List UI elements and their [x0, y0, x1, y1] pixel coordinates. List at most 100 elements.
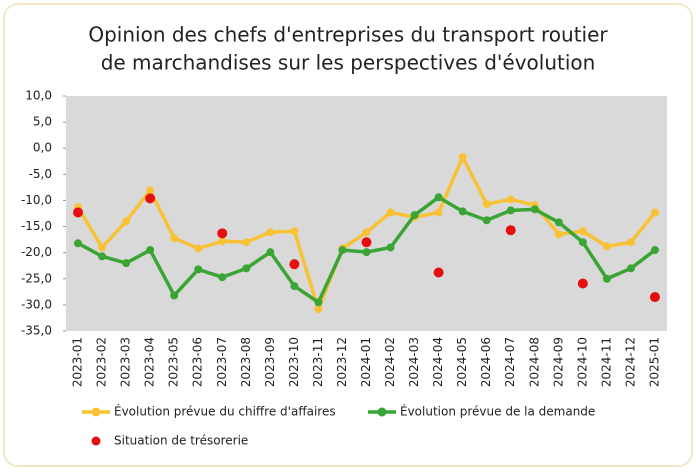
- x-tick-label: 2024-08: [527, 337, 541, 387]
- data-point: [578, 227, 587, 236]
- y-tick-label: -25,0: [21, 271, 52, 285]
- x-tick-label: 2023-05: [167, 337, 181, 387]
- data-point: [650, 208, 659, 217]
- data-point: [98, 252, 107, 261]
- y-tick-label: -5,0: [29, 167, 52, 181]
- data-point: [266, 228, 275, 237]
- x-tick-label: 2024-07: [503, 337, 517, 387]
- data-point: [505, 225, 516, 236]
- data-point: [482, 216, 491, 225]
- data-point: [362, 228, 371, 237]
- legend-swatch: [91, 407, 101, 417]
- x-tick-label: 2023-04: [143, 337, 157, 387]
- plot-area: [66, 96, 667, 331]
- x-tick-label: 2023-01: [71, 337, 85, 387]
- x-tick-label: 2024-10: [575, 337, 589, 387]
- data-point: [242, 264, 251, 273]
- data-point: [530, 205, 539, 214]
- data-point: [410, 211, 419, 220]
- data-point: [554, 218, 563, 227]
- y-tick-label: -15,0: [21, 219, 52, 233]
- x-tick-label: 2023-09: [263, 337, 277, 387]
- data-point: [362, 248, 371, 257]
- data-point: [626, 238, 635, 247]
- data-point: [458, 153, 467, 162]
- data-point: [218, 273, 227, 282]
- data-point: [218, 237, 227, 246]
- data-point: [506, 206, 515, 215]
- data-point: [290, 227, 299, 236]
- y-tick-label: -10,0: [21, 193, 52, 207]
- legend-swatch: [377, 407, 387, 417]
- legend-label: Évolution prévue de la demande: [400, 404, 595, 419]
- data-point: [577, 278, 588, 289]
- legend-label: Situation de trésorerie: [114, 434, 248, 448]
- y-tick-label: -35,0: [21, 324, 52, 338]
- data-point: [434, 193, 443, 202]
- x-tick-label: 2025-01: [647, 337, 661, 387]
- x-tick-label: 2024-03: [407, 337, 421, 387]
- x-tick-label: 2023-06: [191, 337, 205, 387]
- data-point: [146, 246, 155, 255]
- y-tick-label: 10,0: [25, 89, 52, 103]
- data-point: [170, 291, 179, 300]
- x-tick-label: 2023-03: [119, 337, 133, 387]
- data-point: [338, 246, 347, 255]
- data-point: [145, 193, 156, 204]
- data-point: [122, 259, 131, 268]
- data-point: [433, 267, 444, 278]
- x-tick-label: 2024-09: [551, 337, 565, 387]
- x-tick-label: 2024-11: [599, 337, 613, 387]
- x-tick-label: 2023-12: [335, 337, 349, 387]
- data-point: [482, 200, 491, 209]
- legend-label: Évolution prévue du chiffre d'affaires: [114, 404, 336, 419]
- data-point: [122, 217, 131, 226]
- x-tick-label: 2023-10: [287, 337, 301, 387]
- legend-swatch: [91, 436, 101, 446]
- x-tick-label: 2024-05: [455, 337, 469, 387]
- data-point: [289, 259, 300, 270]
- x-tick-label: 2024-06: [479, 337, 493, 387]
- data-point: [314, 305, 323, 314]
- data-point: [266, 248, 275, 257]
- data-point: [649, 292, 660, 303]
- data-point: [73, 207, 84, 218]
- data-point: [386, 208, 395, 217]
- data-point: [626, 264, 635, 273]
- data-point: [554, 230, 563, 239]
- data-point: [602, 274, 611, 283]
- data-point: [290, 282, 299, 291]
- x-tick-label: 2023-08: [239, 337, 253, 387]
- x-tick-label: 2024-04: [431, 337, 445, 387]
- data-point: [74, 239, 83, 248]
- x-tick-label: 2023-07: [215, 337, 229, 387]
- data-point: [386, 243, 395, 252]
- y-tick-label: -20,0: [21, 245, 52, 259]
- data-point: [194, 265, 203, 274]
- y-tick-label: 5,0: [33, 115, 52, 129]
- chart-title: Opinion des chefs d'entreprises du trans…: [88, 23, 608, 47]
- data-point: [361, 237, 372, 248]
- data-point: [506, 195, 515, 204]
- x-tick-label: 2024-02: [383, 337, 397, 387]
- data-point: [578, 238, 587, 247]
- data-point: [146, 186, 155, 195]
- data-point: [217, 228, 228, 239]
- data-point: [458, 207, 467, 216]
- data-point: [242, 238, 251, 247]
- data-point: [650, 246, 659, 255]
- data-point: [602, 242, 611, 251]
- y-tick-label: 0,0: [33, 141, 52, 155]
- y-tick-label: -30,0: [21, 297, 52, 311]
- data-point: [434, 208, 443, 217]
- data-point: [314, 298, 323, 307]
- x-tick-label: 2023-11: [311, 337, 325, 387]
- x-tick-label: 2024-01: [359, 337, 373, 387]
- x-tick-label: 2023-02: [95, 337, 109, 387]
- data-point: [194, 244, 203, 253]
- data-point: [98, 243, 107, 252]
- chart-title: de marchandises sur les perspectives d'é…: [101, 51, 596, 75]
- data-point: [170, 234, 179, 243]
